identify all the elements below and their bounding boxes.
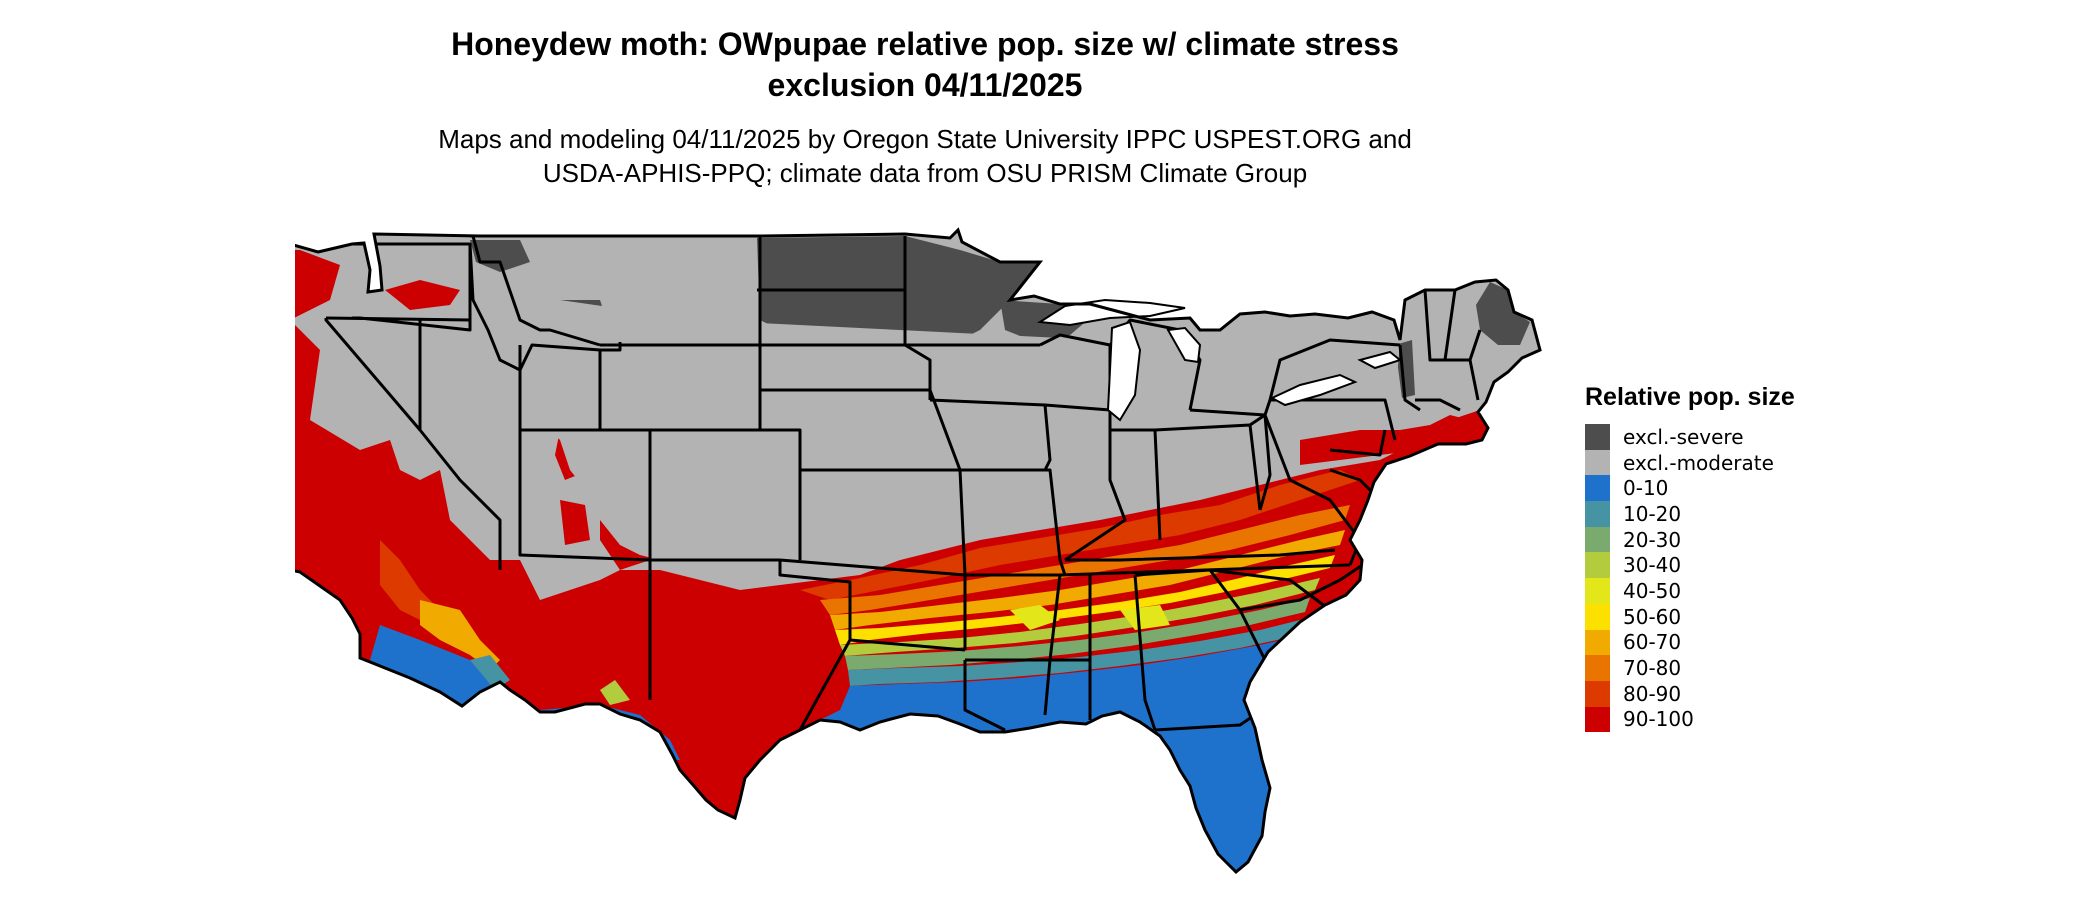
legend-label: 20-30: [1623, 527, 1682, 552]
legend-swatch: [1585, 501, 1610, 527]
legend-label: 0-10: [1623, 476, 1669, 501]
legend-item: 90-100: [1585, 706, 1795, 733]
legend-swatch: [1585, 603, 1610, 630]
legend-label: excl.-moderate: [1623, 450, 1774, 475]
legend-item: 30-40: [1585, 552, 1795, 579]
legend-label: 60-70: [1623, 630, 1682, 655]
legend-item: excl.-severe: [1585, 424, 1795, 450]
map-subtitle-line-1: Maps and modeling 04/11/2025 by Oregon S…: [438, 124, 1412, 154]
legend-item: 10-20: [1585, 501, 1795, 527]
legend-label: 40-50: [1623, 578, 1682, 603]
legend-item: 70-80: [1585, 655, 1795, 681]
map-title: Honeydew moth: OWpupae relative pop. siz…: [0, 24, 1850, 106]
legend-item: 50-60: [1585, 603, 1795, 630]
legend-item: 60-70: [1585, 629, 1795, 656]
legend: Relative pop. size excl.-severe excl.-mod…: [1585, 382, 1795, 733]
map-subtitle: Maps and modeling 04/11/2025 by Oregon S…: [0, 122, 1850, 190]
legend-label: 70-80: [1623, 656, 1682, 681]
legend-swatch: [1585, 578, 1610, 604]
legend-swatch: [1585, 655, 1610, 681]
legend-item: excl.-moderate: [1585, 449, 1795, 476]
legend-item: 0-10: [1585, 475, 1795, 502]
legend-item: 80-90: [1585, 680, 1795, 707]
legend-swatch: [1585, 475, 1610, 502]
legend-swatch: [1585, 526, 1610, 553]
legend-item: 20-30: [1585, 526, 1795, 553]
legend-swatch: [1585, 680, 1610, 707]
map-title-line-1: Honeydew moth: OWpupae relative pop. siz…: [451, 26, 1399, 62]
legend-label: 80-90: [1623, 681, 1682, 706]
legend-swatch: [1585, 449, 1610, 476]
legend-swatch: [1585, 552, 1610, 579]
legend-label: 50-60: [1623, 604, 1682, 629]
legend-title: Relative pop. size: [1585, 383, 1795, 411]
legend-label: excl.-severe: [1623, 424, 1744, 449]
map-subtitle-line-2: USDA-APHIS-PPQ; climate data from OSU PR…: [542, 158, 1308, 188]
map-title-line-2: exclusion 04/11/2025: [767, 67, 1083, 103]
legend-label: 90-100: [1623, 707, 1694, 732]
legend-swatch: [1585, 629, 1610, 656]
us-map: [295, 228, 1542, 874]
legend-swatch: [1585, 706, 1610, 733]
legend-label: 30-40: [1623, 553, 1682, 578]
legend-item: 40-50: [1585, 578, 1795, 604]
legend-label: 10-20: [1623, 501, 1682, 526]
legend-swatch: [1585, 424, 1610, 450]
legend-items: excl.-severe excl.-moderate 0-10 10-20 20-30…: [1585, 424, 1795, 733]
